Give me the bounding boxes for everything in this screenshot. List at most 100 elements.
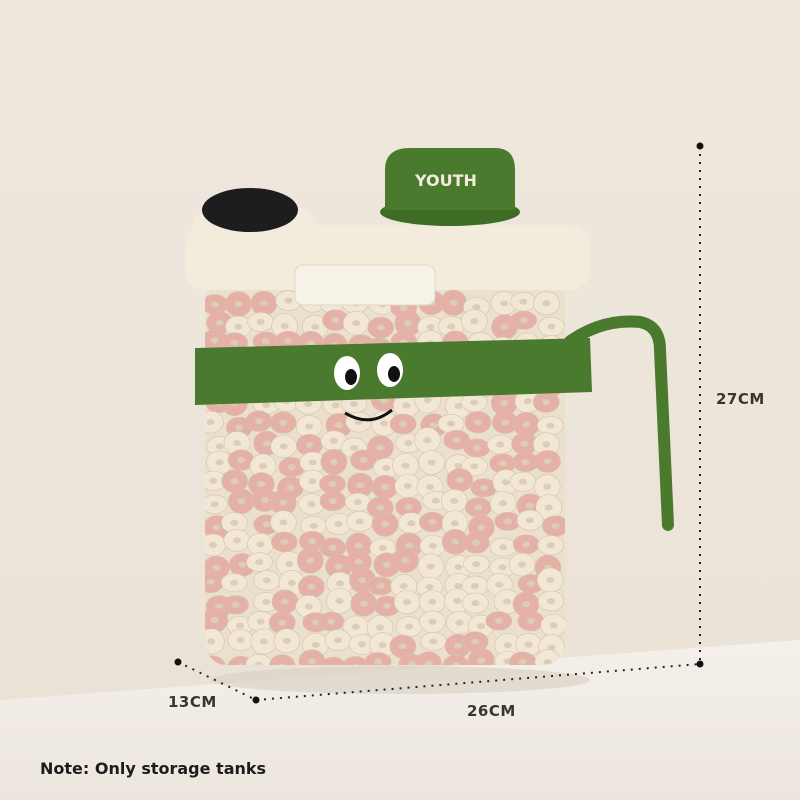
cereal-ring-hole [454,582,463,589]
cereal-ring-hole [383,603,392,610]
cereal-ring [342,656,369,665]
cereal-ring-hole [426,563,435,570]
cereal-ring-hole [450,520,459,527]
cereal-ring-hole [233,440,242,447]
cereal-ring-hole [350,400,359,407]
cereal-ring-hole [307,501,316,508]
cereal-ring-hole [498,564,507,571]
cereal-ring-hole [380,420,389,427]
cereal-ring-hole [543,483,552,490]
cereal-ring-hole [278,619,287,626]
cereal-ring-hole [471,600,480,607]
cereal-ring-hole [210,501,219,508]
cereal-ring-hole [477,657,486,664]
cereal-ring-hole [547,323,556,330]
cereal-ring-hole [257,481,266,488]
cereal-ring-hole [308,538,317,545]
cereal-ring-hole [376,444,385,451]
cereal-ring-hole [207,662,216,665]
cereal-ring-hole [407,661,416,665]
cereal-ring-hole [355,518,364,525]
cereal-ring-hole [335,597,344,604]
cereal-ring-hole [234,301,243,308]
cereal-ring-hole [334,422,343,429]
cereal-ring-hole [206,419,215,426]
cereal-ring-hole [334,563,343,570]
cereal-ring-hole [522,601,531,608]
cereal-ring-hole [525,502,534,509]
cereal-ring-hole [210,301,219,308]
cereal-ring-hole [546,422,555,429]
cereal-ring-hole [284,337,293,344]
cereal-ring-hole [542,300,551,307]
cereal-ring-hole [401,462,410,469]
cereal-ring-hole [328,480,337,487]
cereal-ring-hole [523,398,532,405]
cereal-ring-hole [518,658,527,665]
cereal-ring-hole [282,637,291,644]
cereal-ring-hole [399,583,408,590]
cereal-ring-hole [328,544,337,551]
cereal-ring-hole [279,519,288,526]
cereal-ring-hole [520,440,529,447]
cereal-ring-hole [280,598,289,605]
cereal-ring-hole [546,577,555,584]
cereal-ring-hole [215,319,224,326]
cereal-ring-hole [381,483,390,490]
cereal-ring-hole [305,442,314,449]
cereal-ring-hole [286,484,295,491]
cereal-ring-hole [428,598,437,605]
cereal-ring-hole [207,638,216,645]
cereal-ring-hole [470,582,479,589]
cereal-ring-hole [262,521,271,528]
cereal-ring-hole [503,642,512,649]
cereal-ring-hole [382,561,391,568]
cereal-ring-hole [454,403,463,410]
cereal-ring-hole [381,521,390,528]
cereal-ring-hole [399,420,408,427]
cereal-ring-hole [307,583,316,590]
cereal-ring-hole [496,441,505,448]
cereal-ring-hole [429,422,438,429]
cereal-ring-hole [262,598,271,605]
cereal-ring-hole [451,538,460,545]
cereal-ring-hole [308,478,317,485]
cereal-ring-hole [431,497,440,504]
cereal-ring-hole [215,459,224,466]
cereal-ring-hole [428,542,437,549]
cereal-ring-hole [334,521,343,528]
cereal-ring-hole [256,541,265,548]
cereal-ring-hole [542,441,551,448]
cereal-ring-hole [255,559,264,566]
cereal-ring-hole [210,617,219,624]
black-cap [202,188,298,232]
cereal-ring-hole [471,638,480,645]
cereal-ring-hole [546,542,555,549]
cereal-ring-hole [354,558,363,565]
cereal-ring-hole [376,624,385,631]
cereal-ring-hole [525,517,534,524]
cereal-ring-hole [230,579,239,586]
cereal-ring-hole [304,603,313,610]
cereal-ring-hole [425,483,434,490]
cereal-ring-hole [542,398,551,405]
cereal-ring-hole [210,337,219,344]
cereal-ring-hole [494,617,503,624]
cereal-ring-hole [526,618,535,625]
cereal-ring-hole [474,504,483,511]
cereal-ring-hole [376,504,385,511]
cereal-ring-hole [503,598,512,605]
cereal-ring-hole [518,561,527,568]
cereal-ring-hole [329,437,338,444]
cereal-ring-hole [356,482,365,489]
cereal-ring-hole [235,424,244,431]
cereal-ring-hole [447,323,456,330]
cereal-ring-hole [231,601,240,608]
cereal-ring-hole [285,560,294,567]
cereal-ring-hole [376,583,385,590]
cereal-ring-hole [311,619,320,626]
cereal-ring-hole [230,519,239,526]
cereal-ring-hole [259,638,268,645]
cereal-ring-hole [499,544,508,551]
